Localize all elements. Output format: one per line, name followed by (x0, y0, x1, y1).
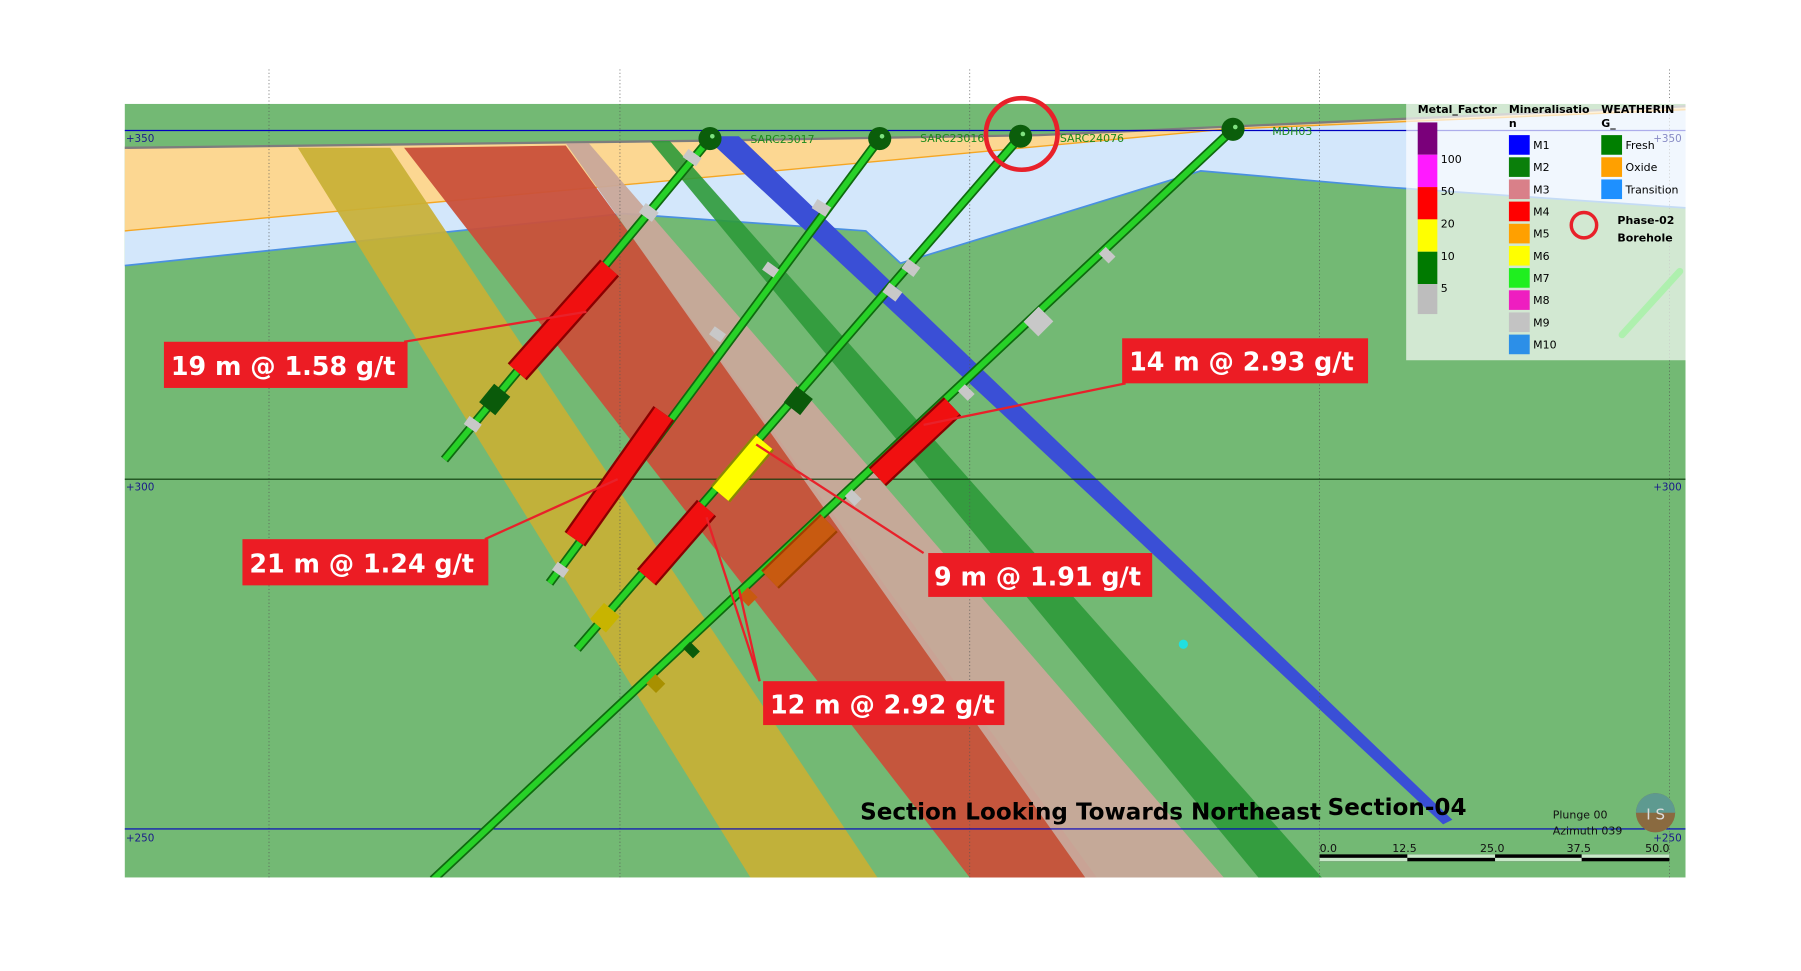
section-title: Section Looking Towards Northeast (860, 800, 1321, 826)
mineralisation-swatch (1508, 157, 1530, 177)
metal-factor-colorbar (1417, 122, 1438, 315)
weathering-legend: Fresh Oxide Transition (1601, 135, 1679, 200)
elev-label-300-left: +300 (126, 482, 154, 494)
drillhole-sarc24076[interactable] (573, 133, 1025, 652)
mineralisation-swatch (1508, 201, 1530, 222)
transition-zone (124, 109, 1686, 266)
cyan-marker (1178, 639, 1188, 649)
mineralisation-swatch (1508, 135, 1530, 155)
scale-bar (1319, 854, 1670, 862)
scale-tick: 37.5 (1567, 842, 1591, 855)
scale-tick: 12.5 (1392, 842, 1416, 855)
phase-legend-label: Borehole (1617, 231, 1672, 244)
mineralisation-label: M8 (1533, 294, 1549, 307)
lode-blue (704, 136, 1453, 825)
scale-tick: 25.0 (1480, 842, 1504, 855)
drillhole-mdh03[interactable] (429, 125, 1237, 879)
mineralisation-swatch (1508, 334, 1530, 355)
metal-factor-label: 5 (1441, 282, 1448, 295)
legend-weathering-title: WEATHERIN (1601, 103, 1674, 116)
mineralisation-swatch (1508, 312, 1530, 333)
orientation-globe-icon[interactable]: I S (1635, 793, 1676, 833)
weathering-swatch (1601, 135, 1623, 155)
mineralisation-label: M2 (1533, 161, 1549, 174)
phase-02-highlight-circle (983, 95, 1060, 173)
svg-text:21 m @ 1.24 g/t: 21 m @ 1.24 g/t (249, 549, 474, 579)
svg-text:19 m @ 1.58 g/t: 19 m @ 1.58 g/t (171, 351, 396, 381)
mineralisation-swatch (1508, 179, 1530, 200)
collar-mdh03[interactable] (1221, 117, 1245, 141)
elev-label-250-right: +250 (1653, 833, 1682, 845)
phase-02-legend-circle (1569, 210, 1599, 240)
mineralisation-label: M9 (1533, 316, 1549, 329)
legend-metal-factor-title: Metal_Factor (1418, 103, 1498, 116)
collar-icons (698, 117, 1245, 151)
mineralisation-swatch (1508, 268, 1530, 288)
mineralisation-swatch (1508, 245, 1530, 266)
lode-green (649, 140, 1322, 878)
mineralisation-label: M4 (1533, 205, 1549, 218)
svg-text:14 m @ 2.93 g/t: 14 m @ 2.93 g/t (1129, 347, 1354, 377)
mineralisation-label: M5 (1533, 228, 1549, 241)
intercept-callout: 19 m @ 1.58 g/t (163, 341, 408, 388)
svg-text:9 m @ 1.91 g/t: 9 m @ 1.91 g/t (934, 561, 1141, 591)
collar-sarc24076[interactable] (1009, 124, 1033, 148)
legend-weathering-title-wrap: G_ (1601, 117, 1616, 130)
lode-pink (565, 143, 1224, 878)
mineralisation-label: M3 (1533, 183, 1549, 196)
elev-label-350-left: +350 (126, 133, 154, 145)
weathering-label: Fresh (1626, 139, 1655, 152)
callout-leaders (403, 310, 1126, 682)
azimuth-readout: Azimuth 039 (1553, 825, 1623, 838)
collar-sarc23016[interactable] (868, 127, 892, 151)
section-name: Section-04 (1328, 795, 1467, 821)
weathering-label: Oxide (1626, 161, 1658, 174)
elev-label-350-right: +350 (1653, 133, 1682, 145)
weathering-swatch (1601, 179, 1623, 200)
weathering-label: Transition (1625, 183, 1679, 196)
intercept-callout: 9 m @ 1.91 g/t (928, 553, 1153, 597)
hole-label: SARC23016 (920, 132, 984, 145)
mineralisation-label: M1 (1533, 139, 1549, 152)
collar-sarc23017[interactable] (698, 127, 722, 151)
mineralisation-swatch (1508, 290, 1530, 310)
metal-factor-label: 20 (1441, 217, 1455, 230)
svg-text:12 m @ 2.92 g/t: 12 m @ 2.92 g/t (770, 690, 995, 720)
metal-factor-label: 100 (1441, 153, 1462, 166)
svg-text:I S: I S (1646, 806, 1665, 824)
scale-tick: 50.0 (1645, 842, 1669, 855)
legend-mineralisation-title: Mineralisatio (1509, 103, 1590, 116)
intercept-callout: 14 m @ 2.93 g/t (1122, 338, 1369, 384)
elev-label-300-right: +300 (1653, 482, 1682, 494)
metal-factor-label: 50 (1441, 185, 1455, 198)
mineralisation-label: M6 (1533, 250, 1549, 263)
plunge-readout: Plunge 00 (1553, 809, 1608, 822)
elev-label-250-left: +250 (126, 833, 154, 845)
intercept-callout: 21 m @ 1.24 g/t (242, 539, 489, 586)
intercept-callout: 12 m @ 2.92 g/t (763, 681, 1005, 726)
hole-label: SARC24076 (1060, 132, 1124, 145)
topography (124, 105, 1686, 149)
hole-label: MDH03 (1272, 125, 1312, 138)
mineralisation-label: M7 (1533, 272, 1549, 285)
scale-tick: 0.0 (1320, 842, 1337, 855)
drillhole-sarc23017[interactable] (440, 135, 714, 463)
metal-factor-label: 10 (1441, 250, 1455, 263)
mineralisation-swatch (1508, 223, 1530, 244)
weathering-swatch (1601, 157, 1623, 177)
mineralisation-legend: M1 M2 M3 M4 M5 M6 M7 M8 M9 M10 (1508, 135, 1557, 355)
hole-label: SARC23017 (750, 133, 814, 146)
mineralisation-label: M10 (1533, 338, 1556, 351)
drillhole-sarc23016[interactable] (545, 135, 884, 586)
legend-mineralisation-title-wrap: n (1509, 117, 1517, 130)
phase-legend-label: Phase-02 (1617, 214, 1674, 227)
